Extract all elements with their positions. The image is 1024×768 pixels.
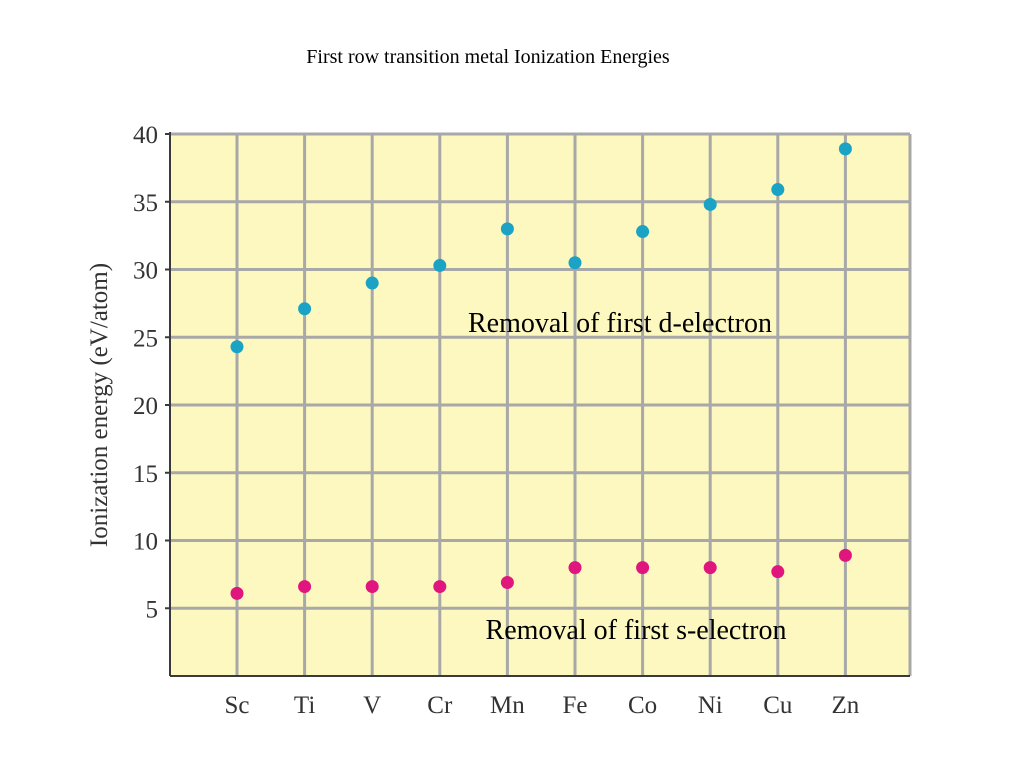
y-tick-label: 25	[133, 325, 158, 352]
data-point	[838, 142, 852, 156]
x-tick-label: Ti	[294, 692, 315, 719]
x-tick-label: Sc	[225, 692, 250, 719]
data-point	[500, 576, 514, 590]
data-point	[433, 258, 447, 272]
data-point	[771, 183, 785, 197]
data-point	[771, 565, 785, 579]
y-tick-label: 10	[133, 529, 158, 556]
x-tick-label: Fe	[563, 692, 588, 719]
data-point	[433, 580, 447, 594]
data-point	[298, 580, 312, 594]
data-point	[298, 302, 312, 316]
y-tick-label: 35	[133, 190, 158, 217]
data-point	[636, 561, 650, 575]
y-tick-label: 20	[133, 393, 158, 420]
annotation-d-electron: Removal of first d-electron	[468, 308, 772, 339]
data-point	[838, 548, 852, 562]
y-tick-label: 5	[146, 596, 159, 623]
slide-title: First row transition metal Ionization En…	[306, 46, 670, 68]
x-tick-label: V	[363, 692, 381, 719]
data-point	[636, 225, 650, 239]
data-point	[703, 197, 717, 211]
y-tick-label: 40	[133, 122, 158, 149]
data-point	[230, 340, 244, 354]
x-tick-label: Co	[628, 692, 657, 719]
data-point	[568, 256, 582, 270]
x-tick-label: Cu	[763, 692, 793, 719]
x-tick-label: Ni	[698, 692, 723, 719]
x-tick-label: Cr	[427, 692, 453, 719]
x-tick-label: Zn	[832, 692, 860, 719]
data-point	[703, 561, 717, 575]
y-axis-title: Ionization energy (eV/atom)	[86, 263, 113, 547]
data-point	[230, 586, 244, 600]
data-point	[500, 222, 514, 236]
x-tick-label: Mn	[490, 692, 525, 719]
data-point	[568, 561, 582, 575]
data-point	[365, 276, 379, 290]
annotation-s-electron: Removal of first s-electron	[486, 615, 787, 646]
y-tick-label: 15	[133, 461, 158, 488]
y-tick-label: 30	[133, 258, 158, 285]
data-point	[365, 580, 379, 594]
